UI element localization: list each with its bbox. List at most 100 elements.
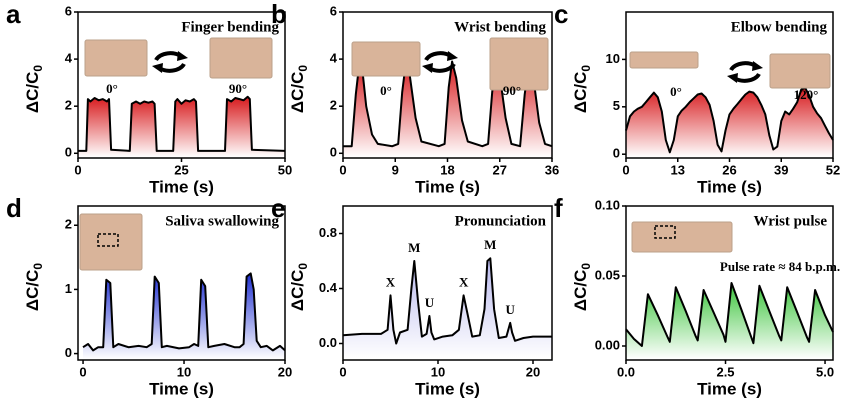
annotation: M bbox=[484, 237, 496, 252]
annotation: 0° bbox=[106, 81, 118, 96]
y-tick-label: 6 bbox=[330, 3, 337, 18]
y-tick-label: 0.4 bbox=[319, 280, 338, 295]
y-axis-label-subscript: 0 bbox=[296, 263, 310, 270]
y-tick-label: 5 bbox=[613, 98, 620, 113]
x-axis-label: Time (s) bbox=[697, 177, 762, 196]
y-axis-label-subscript: 0 bbox=[31, 65, 45, 72]
photo bbox=[209, 37, 273, 79]
y-tick-label: 0 bbox=[613, 146, 620, 161]
y-axis-label-text: ΔC/C bbox=[571, 270, 590, 312]
y-axis-label-text: ΔC/C bbox=[288, 72, 307, 114]
annotation: 90° bbox=[503, 83, 521, 98]
x-tick-label: 50 bbox=[278, 162, 292, 177]
y-tick-label: 0.05 bbox=[595, 267, 620, 282]
x-tick-label: 20 bbox=[278, 364, 292, 379]
y-axis-label: ΔC/C0 bbox=[23, 263, 45, 312]
annotation: X bbox=[386, 274, 396, 289]
chart-title: Pronunciation bbox=[455, 213, 547, 229]
photo bbox=[351, 41, 421, 77]
arrow-head bbox=[727, 73, 738, 83]
y-tick-label: 6 bbox=[65, 3, 72, 18]
x-tick-label: 27 bbox=[493, 162, 507, 177]
annotation: U bbox=[506, 302, 516, 317]
photo bbox=[79, 213, 143, 271]
panel-letter: d bbox=[6, 193, 22, 223]
x-tick-label: 0 bbox=[339, 162, 346, 177]
annotation: 120° bbox=[794, 87, 819, 102]
area bbox=[78, 96, 285, 157]
x-axis-label: Time (s) bbox=[149, 379, 214, 398]
plot-frame bbox=[77, 205, 286, 361]
y-axis-label-text: ΔC/C bbox=[23, 72, 42, 114]
area bbox=[83, 273, 285, 359]
annotation: M bbox=[408, 240, 420, 255]
y-tick-label: 2 bbox=[330, 98, 337, 113]
photo bbox=[769, 53, 831, 89]
y-tick-label: 2 bbox=[65, 217, 72, 232]
y-axis-label-subscript: 0 bbox=[579, 263, 593, 270]
line bbox=[78, 95, 286, 152]
photo bbox=[629, 51, 699, 69]
x-tick-label: 36 bbox=[545, 162, 559, 177]
highlight-box bbox=[654, 225, 676, 239]
y-tick-label: 0 bbox=[65, 345, 72, 360]
x-axis-label: Time (s) bbox=[697, 379, 762, 398]
x-tick-label: 9 bbox=[392, 162, 399, 177]
area bbox=[626, 283, 833, 359]
y-axis-label-text: ΔC/C bbox=[23, 270, 42, 312]
photo bbox=[84, 39, 148, 77]
panel-letter: a bbox=[6, 0, 21, 29]
y-axis-label: ΔC/C0 bbox=[23, 65, 45, 114]
panel-letter: e bbox=[271, 193, 285, 223]
y-tick-label: 0.0 bbox=[319, 335, 337, 350]
panel-letter: b bbox=[271, 0, 287, 29]
arrow-head bbox=[422, 63, 433, 73]
arrow-head bbox=[752, 61, 763, 71]
line bbox=[342, 257, 552, 345]
y-axis-label: ΔC/C0 bbox=[571, 65, 593, 114]
y-tick-label: 2 bbox=[65, 98, 72, 113]
y-axis-label-text: ΔC/C bbox=[571, 72, 590, 114]
area bbox=[343, 258, 552, 359]
x-axis-label: Time (s) bbox=[415, 177, 480, 196]
x-tick-label: 20 bbox=[526, 364, 540, 379]
arrow-head bbox=[447, 51, 458, 61]
x-tick-label: 10 bbox=[431, 364, 445, 379]
photo bbox=[631, 221, 733, 253]
x-tick-label: 18 bbox=[440, 162, 454, 177]
y-tick-label: 0.10 bbox=[595, 197, 620, 212]
x-tick-label: 0 bbox=[339, 364, 346, 379]
y-tick-label: 0 bbox=[330, 145, 337, 160]
y-axis-label-subscript: 0 bbox=[296, 65, 310, 72]
arrow-head bbox=[152, 63, 163, 73]
highlight-box bbox=[97, 233, 119, 247]
y-axis-label-subscript: 0 bbox=[579, 65, 593, 72]
y-axis-label: ΔC/C0 bbox=[288, 65, 310, 114]
annotation: X bbox=[459, 274, 469, 289]
annotation: 0° bbox=[380, 83, 392, 98]
x-tick-label: 10 bbox=[177, 364, 191, 379]
y-tick-label: 0.8 bbox=[319, 225, 337, 240]
annotation: U bbox=[425, 295, 435, 310]
x-tick-label: 52 bbox=[826, 162, 840, 177]
y-axis-label: ΔC/C0 bbox=[288, 263, 310, 312]
annotation: 0° bbox=[670, 84, 682, 99]
y-axis-label: ΔC/C0 bbox=[571, 263, 593, 312]
y-tick-label: 0 bbox=[65, 145, 72, 160]
y-tick-label: 1 bbox=[65, 281, 72, 296]
x-tick-label: 39 bbox=[774, 162, 788, 177]
line bbox=[625, 282, 834, 347]
x-tick-label: 0 bbox=[74, 162, 81, 177]
plot-frame bbox=[342, 205, 553, 361]
chart-title: Finger bending bbox=[181, 19, 279, 35]
x-tick-label: 2.5 bbox=[716, 364, 734, 379]
chart-title: Wrist pulse bbox=[754, 213, 828, 229]
x-tick-label: 0.0 bbox=[617, 364, 635, 379]
x-tick-label: 25 bbox=[174, 162, 188, 177]
photo bbox=[489, 37, 549, 91]
y-tick-label: 0.00 bbox=[595, 337, 620, 352]
x-tick-label: 26 bbox=[722, 162, 736, 177]
x-tick-label: 13 bbox=[671, 162, 685, 177]
line bbox=[343, 60, 553, 148]
